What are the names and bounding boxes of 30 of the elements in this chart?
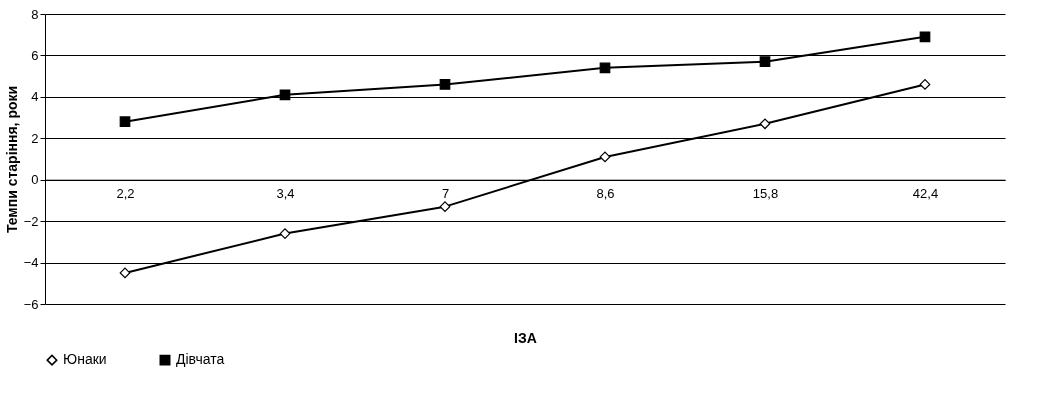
y-tick-label: 4 (31, 89, 39, 105)
y-tick-label: 2 (31, 130, 39, 146)
legend-label: Дівчата (176, 351, 225, 368)
x-axis-title: ІЗА (514, 329, 537, 346)
point (599, 62, 611, 74)
point (599, 151, 611, 163)
x-tick-label: 2,2 (116, 186, 135, 202)
point (279, 228, 291, 239)
point (919, 31, 931, 43)
x-tick-label: 15,8 (752, 186, 779, 202)
point (119, 267, 131, 279)
x-tick-label: 42,4 (912, 186, 939, 202)
point (759, 56, 771, 67)
y-axis-title: Темпи старіння, роки (3, 85, 20, 234)
x-tick-label: 3,4 (276, 186, 295, 202)
point (119, 116, 131, 128)
point (439, 201, 451, 212)
point (919, 79, 931, 90)
y-tick-label: 8 (31, 6, 39, 22)
point (279, 89, 291, 101)
y-tick-label: −4 (23, 255, 39, 271)
y-tick-label: 0 (31, 172, 39, 188)
y-tick-label: 6 (31, 47, 39, 63)
y-tick-label: −6 (23, 296, 39, 312)
point (759, 118, 771, 130)
legend-label: Юнаки (63, 351, 107, 368)
x-tick-label: 7 (441, 186, 450, 202)
point (439, 79, 451, 90)
x-tick-label: 8,6 (596, 186, 615, 202)
y-tick-label: −2 (23, 213, 39, 229)
